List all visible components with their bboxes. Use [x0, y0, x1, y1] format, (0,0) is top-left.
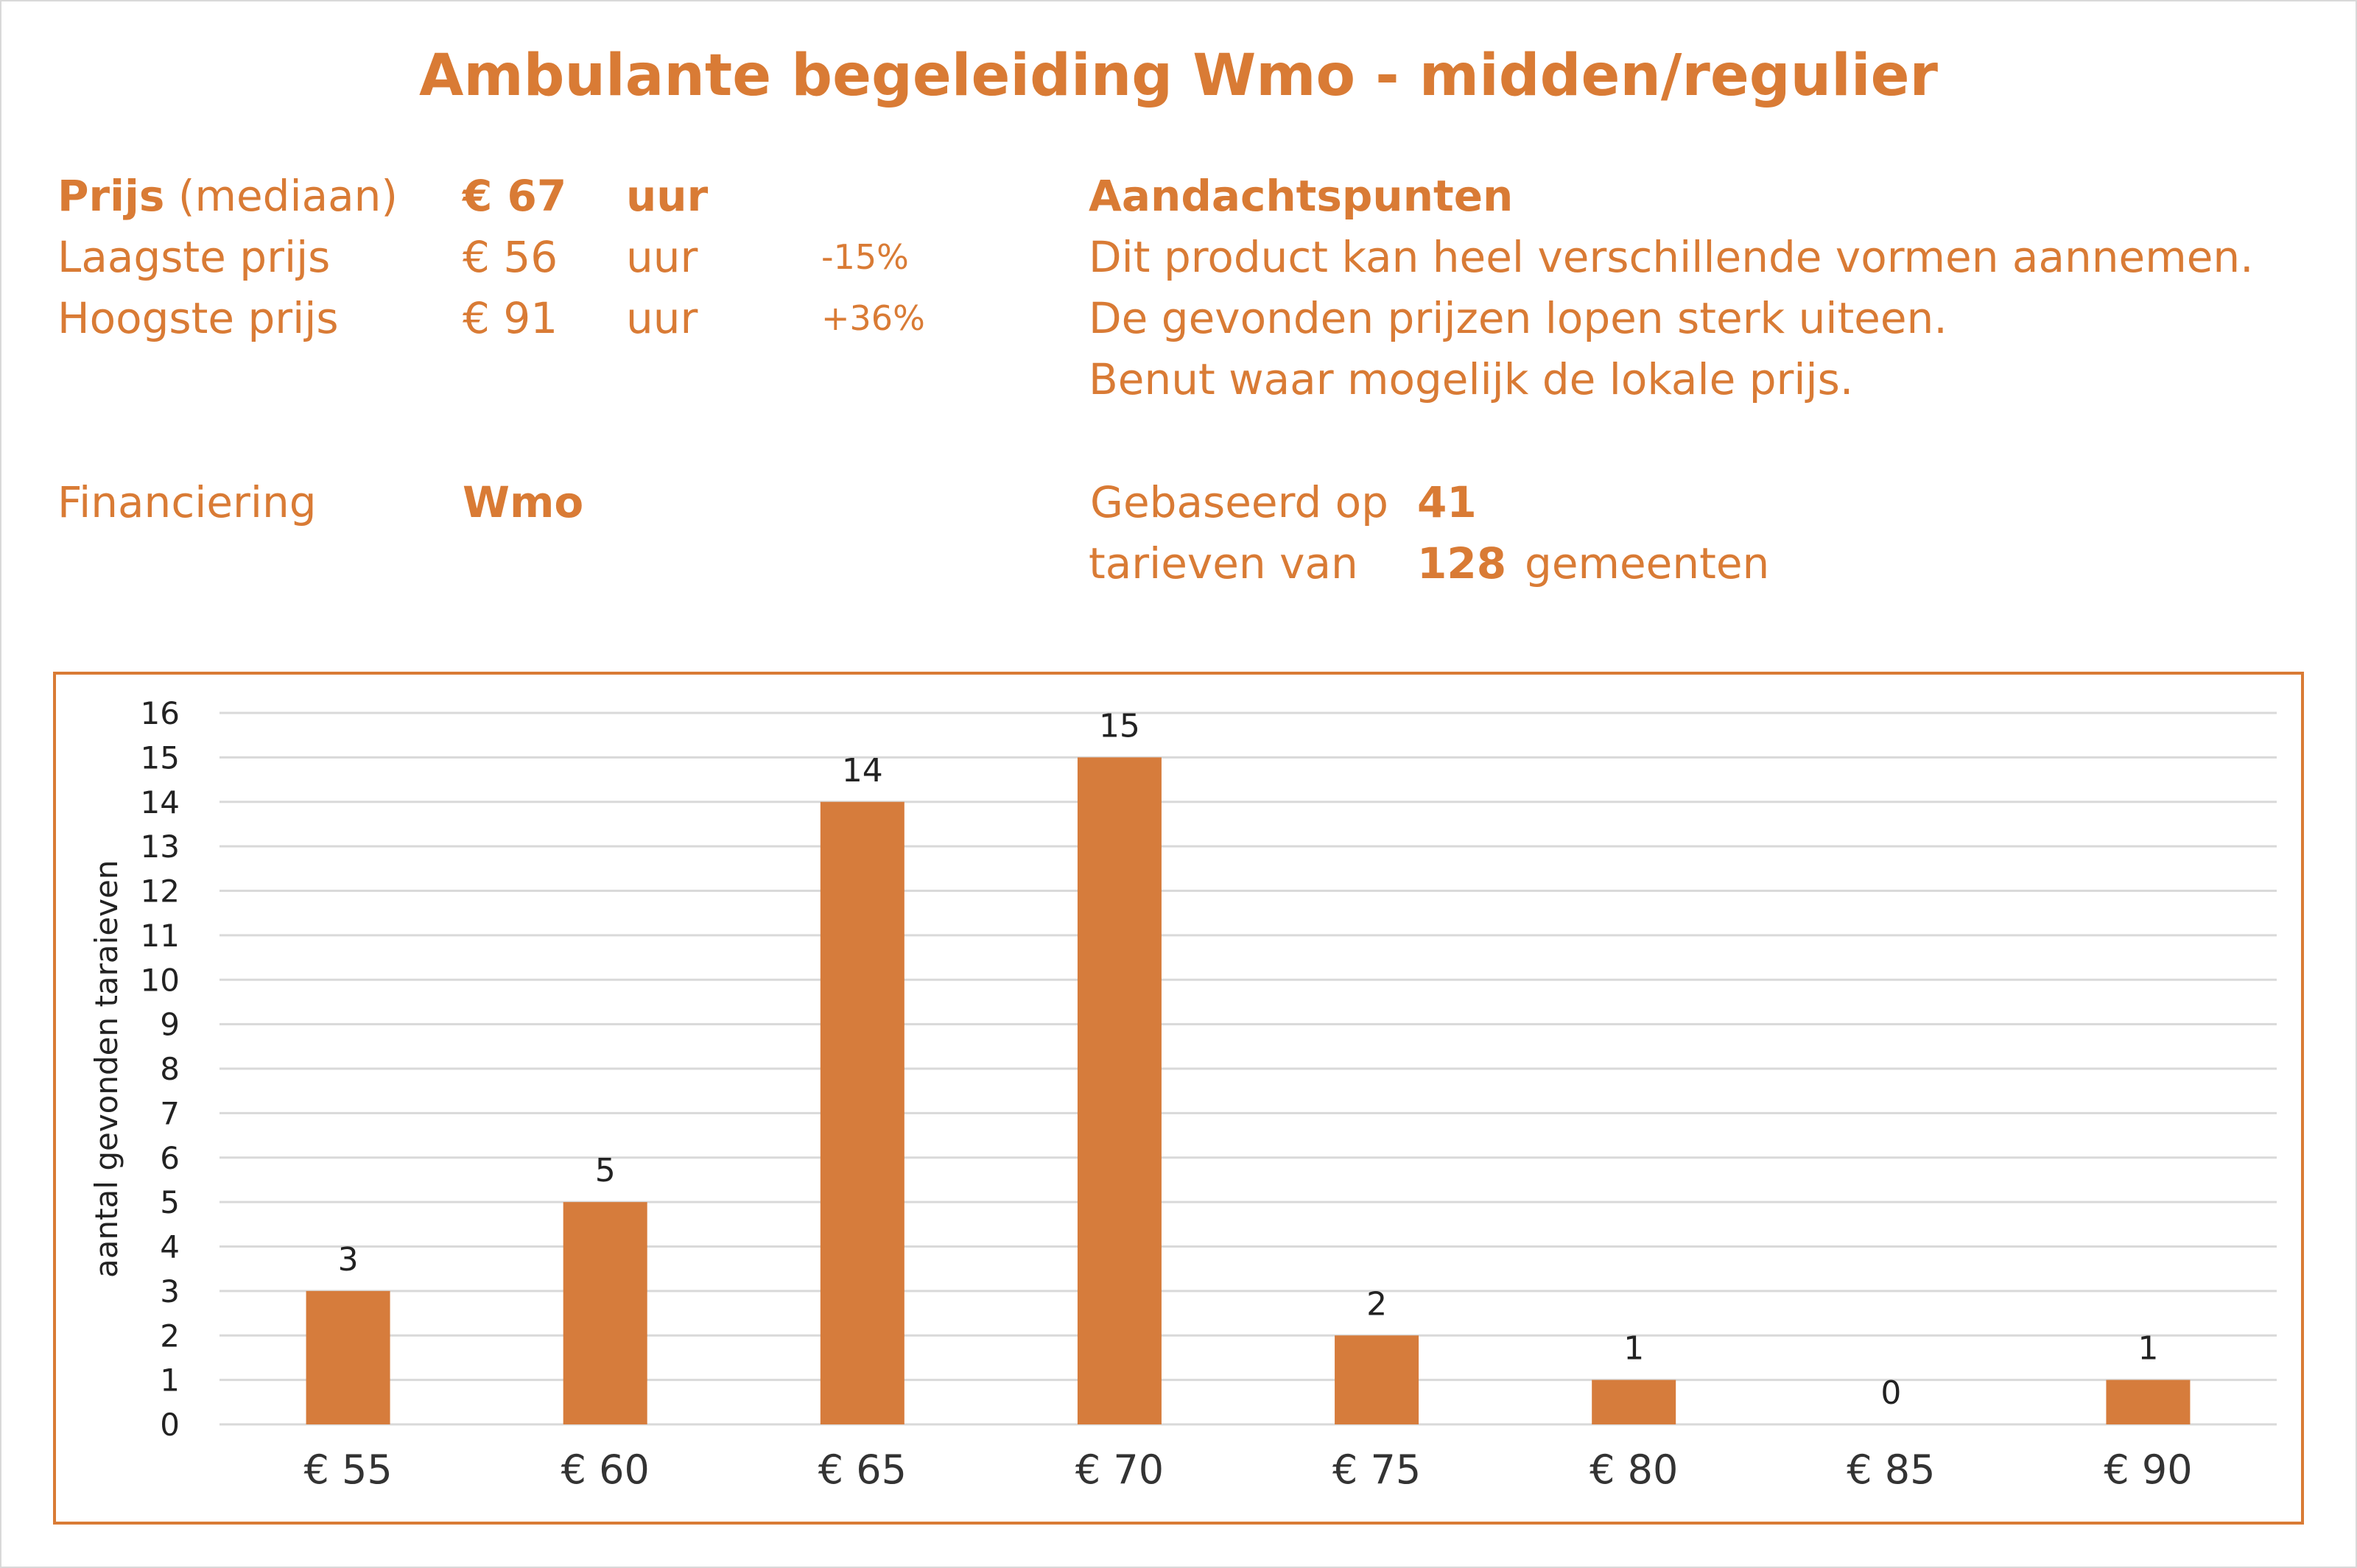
mediaan-qualifier: (mediaan): [178, 171, 398, 221]
financiering-label: Financiering: [57, 477, 317, 527]
y-tick-label: 4: [160, 1229, 180, 1265]
aandachtspunt-3: Benut waar mogelijk de lokale prijs.: [1089, 354, 1854, 404]
mediaan-unit: uur: [626, 171, 709, 221]
y-tick-label: 1: [160, 1363, 180, 1399]
hoogste-unit: uur: [626, 293, 698, 343]
gemeenten-label: gemeenten: [1525, 538, 1770, 588]
bar: [820, 801, 904, 1424]
x-tick-label: € 70: [1075, 1446, 1164, 1493]
bar: [1592, 1379, 1676, 1424]
y-tick-label: 13: [141, 829, 180, 865]
data-label: 15: [1099, 707, 1140, 745]
data-label: 1: [2138, 1330, 2158, 1368]
gebaseerd-label: Gebaseerd op: [1090, 477, 1388, 527]
page-title: Ambulante begeleiding Wmo - midden/regul…: [419, 43, 1938, 109]
data-label: 1: [1623, 1330, 1644, 1368]
x-tick-label: € 55: [303, 1446, 392, 1493]
data-label: 5: [595, 1152, 616, 1189]
y-tick-label: 6: [160, 1140, 180, 1176]
bar: [563, 1202, 647, 1424]
mediaan-label: Prijs (mediaan): [57, 171, 398, 221]
data-label: 2: [1366, 1285, 1387, 1323]
x-tick-label: € 60: [561, 1446, 650, 1493]
financiering-value: Wmo: [463, 477, 584, 527]
mediaan-price: € 67: [463, 171, 567, 221]
laagste-unit: uur: [626, 232, 698, 282]
x-tick-label: € 65: [818, 1446, 907, 1493]
prijs-label: Prijs: [57, 171, 165, 221]
laagste-label: Laagste prijs: [57, 232, 331, 282]
y-tick-label: 0: [160, 1407, 180, 1443]
aandachtspunt-1: Dit product kan heel verschillende vorme…: [1089, 232, 2254, 282]
y-tick-label: 9: [160, 1007, 180, 1043]
data-label: 14: [842, 752, 883, 790]
gebaseerd-value: 41: [1417, 477, 1477, 527]
data-label: 0: [1880, 1374, 1901, 1412]
y-tick-label: 3: [160, 1273, 180, 1309]
x-tick-label: € 80: [1590, 1446, 1678, 1493]
y-tick-label: 15: [141, 739, 180, 776]
hoogste-label: Hoogste prijs: [57, 293, 339, 343]
bar: [1335, 1335, 1419, 1424]
y-tick-label: 16: [141, 695, 180, 731]
aandachtspunten-heading: Aandachtspunten: [1089, 171, 1514, 221]
hoogste-percent: +36%: [821, 298, 925, 338]
laagste-percent: -15%: [821, 237, 909, 277]
bar: [2106, 1379, 2191, 1424]
tarieven-label: tarieven van: [1089, 538, 1358, 588]
y-tick-label: 14: [141, 784, 180, 820]
aandachtspunt-2: De gevonden prijzen lopen sterk uiteen.: [1089, 293, 1947, 343]
gemeenten-count: 128: [1417, 538, 1507, 588]
data-label: 3: [338, 1241, 359, 1279]
hoogste-price: € 91: [463, 293, 558, 343]
laagste-price: € 56: [463, 232, 558, 282]
y-tick-label: 7: [160, 1095, 180, 1131]
y-tick-label: 11: [141, 918, 180, 954]
y-tick-label: 5: [160, 1184, 180, 1220]
x-tick-label: € 85: [1847, 1446, 1935, 1493]
y-axis-title: aantal gevonden taraieven: [88, 859, 124, 1279]
y-tick-label: 8: [160, 1051, 180, 1087]
chart-container: 0 1 2 3 4 5 6 7 8 9 10 11 12 13 14 15 16 3 € 55 5 € 60 14 € 65…: [53, 672, 2304, 1525]
x-tick-label: € 75: [1332, 1446, 1421, 1493]
y-tick-label: 10: [141, 962, 180, 998]
y-tick-label: 12: [141, 873, 180, 910]
y-tick-label: 2: [160, 1318, 180, 1354]
bar: [306, 1290, 390, 1424]
bar: [1077, 757, 1162, 1424]
x-tick-label: € 90: [2104, 1446, 2192, 1493]
